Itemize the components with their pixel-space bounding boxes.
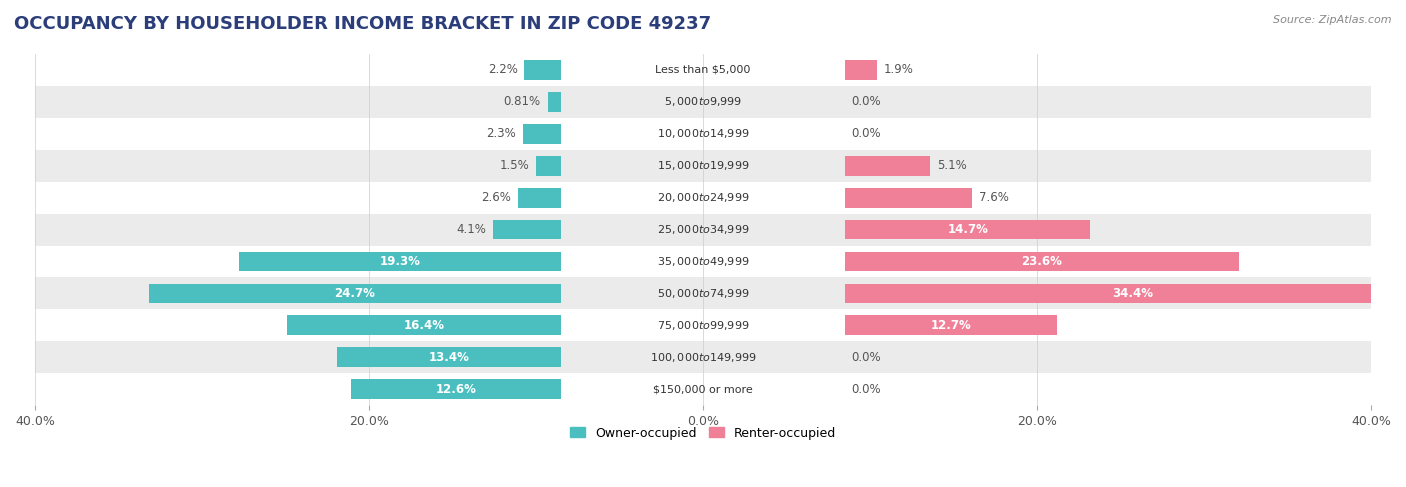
Text: $75,000 to $99,999: $75,000 to $99,999 bbox=[657, 319, 749, 332]
Bar bbox=[337, 347, 561, 367]
Text: 16.4%: 16.4% bbox=[404, 319, 444, 332]
Bar bbox=[35, 278, 1371, 309]
Bar bbox=[845, 220, 1091, 240]
Text: 19.3%: 19.3% bbox=[380, 255, 420, 268]
Text: $50,000 to $74,999: $50,000 to $74,999 bbox=[657, 287, 749, 300]
Text: 2.2%: 2.2% bbox=[488, 63, 517, 76]
Text: $25,000 to $34,999: $25,000 to $34,999 bbox=[657, 223, 749, 236]
Bar bbox=[149, 283, 561, 303]
Text: 4.1%: 4.1% bbox=[456, 223, 486, 236]
Text: $20,000 to $24,999: $20,000 to $24,999 bbox=[657, 191, 749, 204]
Bar bbox=[35, 54, 1371, 86]
Text: $150,000 or more: $150,000 or more bbox=[654, 384, 752, 394]
Text: 0.81%: 0.81% bbox=[503, 95, 541, 108]
Text: 12.6%: 12.6% bbox=[436, 383, 477, 396]
Text: 0.0%: 0.0% bbox=[852, 95, 882, 108]
Bar bbox=[845, 283, 1406, 303]
Text: 13.4%: 13.4% bbox=[429, 351, 470, 364]
Bar bbox=[845, 187, 972, 207]
Text: 5.1%: 5.1% bbox=[936, 159, 966, 172]
Text: 1.9%: 1.9% bbox=[883, 63, 914, 76]
Text: 0.0%: 0.0% bbox=[852, 383, 882, 396]
Text: $10,000 to $14,999: $10,000 to $14,999 bbox=[657, 127, 749, 140]
Bar bbox=[845, 252, 1239, 271]
Text: 0.0%: 0.0% bbox=[852, 127, 882, 140]
Bar bbox=[350, 379, 561, 399]
Bar bbox=[845, 316, 1057, 335]
Bar bbox=[239, 252, 561, 271]
Bar bbox=[524, 60, 561, 80]
Bar bbox=[845, 156, 931, 176]
Bar bbox=[547, 92, 561, 112]
Bar bbox=[35, 373, 1371, 405]
Text: 1.5%: 1.5% bbox=[499, 159, 529, 172]
Legend: Owner-occupied, Renter-occupied: Owner-occupied, Renter-occupied bbox=[565, 422, 841, 445]
Text: $15,000 to $19,999: $15,000 to $19,999 bbox=[657, 159, 749, 172]
Bar bbox=[287, 316, 561, 335]
Text: Less than $5,000: Less than $5,000 bbox=[655, 65, 751, 75]
Text: $35,000 to $49,999: $35,000 to $49,999 bbox=[657, 255, 749, 268]
Text: 24.7%: 24.7% bbox=[335, 287, 375, 300]
Text: 2.3%: 2.3% bbox=[486, 127, 516, 140]
Bar bbox=[35, 86, 1371, 118]
Bar bbox=[35, 150, 1371, 182]
Bar bbox=[492, 220, 561, 240]
Bar bbox=[35, 182, 1371, 214]
Bar bbox=[536, 156, 561, 176]
Bar bbox=[35, 214, 1371, 245]
Bar bbox=[845, 60, 877, 80]
Text: 14.7%: 14.7% bbox=[948, 223, 988, 236]
Text: $5,000 to $9,999: $5,000 to $9,999 bbox=[664, 95, 742, 108]
Bar bbox=[35, 341, 1371, 373]
Bar bbox=[523, 124, 561, 144]
Text: 0.0%: 0.0% bbox=[852, 351, 882, 364]
Bar bbox=[517, 187, 561, 207]
Bar bbox=[35, 245, 1371, 278]
Text: $100,000 to $149,999: $100,000 to $149,999 bbox=[650, 351, 756, 364]
Text: Source: ZipAtlas.com: Source: ZipAtlas.com bbox=[1274, 15, 1392, 25]
Text: 7.6%: 7.6% bbox=[979, 191, 1008, 204]
Text: 23.6%: 23.6% bbox=[1022, 255, 1063, 268]
Bar bbox=[35, 309, 1371, 341]
Text: OCCUPANCY BY HOUSEHOLDER INCOME BRACKET IN ZIP CODE 49237: OCCUPANCY BY HOUSEHOLDER INCOME BRACKET … bbox=[14, 15, 711, 33]
Text: 12.7%: 12.7% bbox=[931, 319, 972, 332]
Bar bbox=[35, 118, 1371, 150]
Text: 2.6%: 2.6% bbox=[481, 191, 510, 204]
Text: 34.4%: 34.4% bbox=[1112, 287, 1153, 300]
